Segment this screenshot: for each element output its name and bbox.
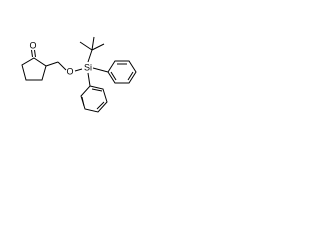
- methyl-bond: [91, 36, 95, 51]
- atom-label: Si: [84, 62, 92, 72]
- carbonyl-bond: [31, 49, 33, 58]
- carbonyl-bond: [34, 49, 36, 58]
- aromatic-bond: [110, 71, 117, 81]
- phenyl-ring: [107, 60, 137, 84]
- aromatic-bond: [127, 71, 134, 81]
- phenyl-ring: [80, 85, 108, 113]
- aromatic-bond: [81, 96, 85, 107]
- molecule: O O Si: [21, 36, 137, 113]
- bond: [92, 67, 109, 73]
- methyl-bond: [79, 41, 93, 51]
- bond: [45, 61, 59, 67]
- atom-label: O: [66, 66, 73, 76]
- cyclopentane-ring: [21, 57, 47, 81]
- bonds: [21, 36, 137, 113]
- bond: [57, 61, 67, 71]
- bond: [87, 72, 91, 87]
- aromatic-bond: [96, 101, 105, 110]
- atom-label: O: [29, 40, 36, 50]
- aromatic-bond: [91, 88, 103, 92]
- bond: [74, 68, 83, 72]
- bond: [87, 49, 93, 63]
- methyl-bond: [91, 43, 105, 51]
